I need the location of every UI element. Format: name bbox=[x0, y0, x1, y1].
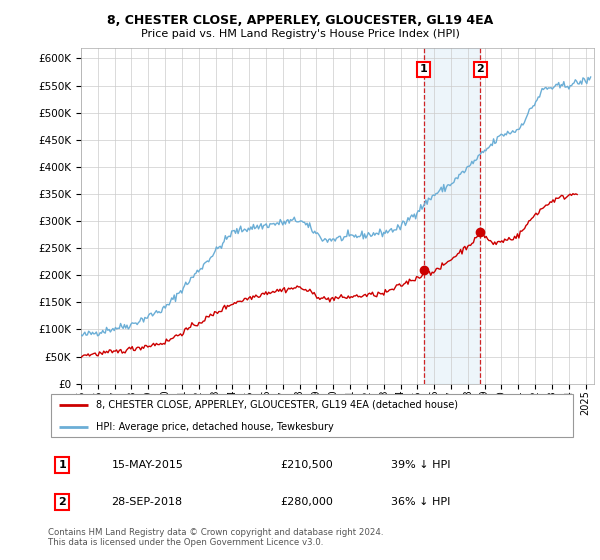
Text: 39% ↓ HPI: 39% ↓ HPI bbox=[391, 460, 451, 470]
Text: 28-SEP-2018: 28-SEP-2018 bbox=[112, 497, 182, 507]
Text: £210,500: £210,500 bbox=[280, 460, 333, 470]
Text: 36% ↓ HPI: 36% ↓ HPI bbox=[391, 497, 451, 507]
Text: 1: 1 bbox=[59, 460, 67, 470]
Text: HPI: Average price, detached house, Tewkesbury: HPI: Average price, detached house, Tewk… bbox=[95, 422, 333, 432]
Text: 2: 2 bbox=[59, 497, 67, 507]
Text: 2: 2 bbox=[476, 64, 484, 74]
Text: 8, CHESTER CLOSE, APPERLEY, GLOUCESTER, GL19 4EA (detached house): 8, CHESTER CLOSE, APPERLEY, GLOUCESTER, … bbox=[95, 400, 458, 410]
Text: Contains HM Land Registry data © Crown copyright and database right 2024.
This d: Contains HM Land Registry data © Crown c… bbox=[48, 528, 383, 547]
Text: 8, CHESTER CLOSE, APPERLEY, GLOUCESTER, GL19 4EA: 8, CHESTER CLOSE, APPERLEY, GLOUCESTER, … bbox=[107, 14, 493, 27]
Text: Price paid vs. HM Land Registry's House Price Index (HPI): Price paid vs. HM Land Registry's House … bbox=[140, 29, 460, 39]
Bar bbox=[424, 48, 481, 384]
FancyBboxPatch shape bbox=[50, 394, 574, 437]
Text: £280,000: £280,000 bbox=[280, 497, 333, 507]
Text: 15-MAY-2015: 15-MAY-2015 bbox=[112, 460, 183, 470]
Text: 1: 1 bbox=[420, 64, 427, 74]
